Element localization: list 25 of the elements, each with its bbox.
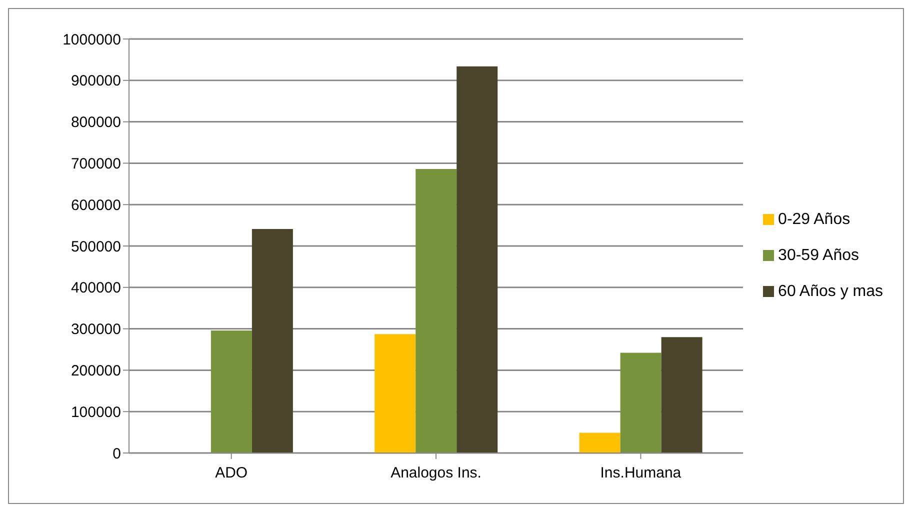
bar (252, 229, 293, 453)
y-tick-label: 500000 (70, 238, 121, 256)
bar (210, 330, 252, 453)
bar (374, 334, 416, 453)
bar (620, 352, 662, 453)
y-tick-label: 600000 (70, 196, 121, 214)
y-tick-label: 0 (112, 445, 121, 462)
y-tick-label: 800000 (70, 114, 121, 132)
y-tick-label: 200000 (70, 362, 121, 380)
y-tick-label: 400000 (70, 280, 121, 297)
bar (661, 337, 702, 453)
legend-label: 0-29 Años (778, 211, 850, 228)
y-tick-label: 1000000 (62, 31, 121, 48)
x-tick-label: Analogos Ins. (390, 464, 482, 482)
legend-label: 30-59 Años (778, 247, 859, 264)
legend-label: 60 Años y mas (778, 283, 883, 300)
x-tick-label: Ins.Humana (600, 464, 682, 482)
bar (579, 432, 620, 453)
x-tick-label: ADO (215, 464, 248, 482)
y-tick-label: 900000 (70, 72, 121, 90)
y-tick-label: 300000 (70, 321, 121, 338)
bar (416, 168, 457, 453)
y-tick-label: 100000 (70, 404, 121, 421)
y-tick-label: 700000 (70, 156, 121, 173)
bar (456, 66, 498, 453)
